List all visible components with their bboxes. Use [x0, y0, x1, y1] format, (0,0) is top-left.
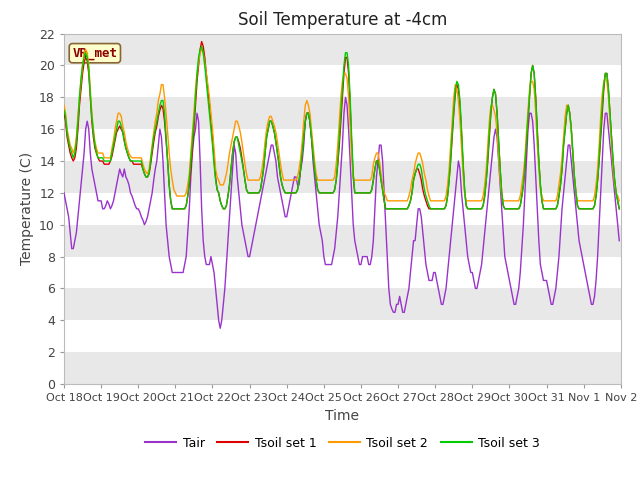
- Y-axis label: Temperature (C): Temperature (C): [20, 152, 33, 265]
- Bar: [64, 97, 621, 129]
- Title: Soil Temperature at -4cm: Soil Temperature at -4cm: [237, 11, 447, 29]
- X-axis label: Time: Time: [325, 408, 360, 422]
- Bar: [64, 161, 621, 193]
- Bar: [64, 288, 621, 320]
- Bar: [64, 34, 621, 65]
- Legend: Tair, Tsoil set 1, Tsoil set 2, Tsoil set 3: Tair, Tsoil set 1, Tsoil set 2, Tsoil se…: [140, 432, 545, 455]
- Text: VR_met: VR_met: [72, 47, 117, 60]
- Bar: [64, 225, 621, 257]
- Bar: [64, 352, 621, 384]
